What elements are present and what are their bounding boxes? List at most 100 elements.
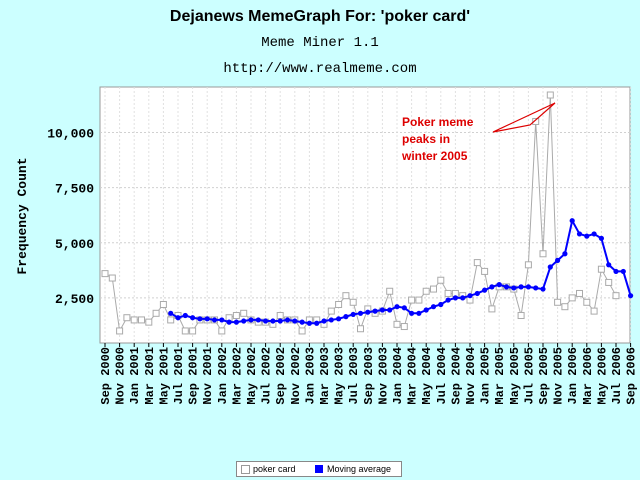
data-point-poker-card [583,298,591,306]
x-tick-label: Jan 2004 [391,347,405,405]
data-point-moving-average [533,285,539,291]
data-point-moving-average [263,318,269,324]
data-point-moving-average [211,317,218,323]
data-point-poker-card [108,274,116,282]
series-line-moving-average [170,217,632,325]
data-point-moving-average [430,304,437,310]
data-point-poker-card [590,307,598,315]
data-point-moving-average [292,318,298,324]
data-point-poker-card [422,287,430,295]
x-tick-label: Jan 2006 [566,347,580,405]
data-point-poker-card [181,327,189,335]
data-point-poker-card [612,292,620,300]
data-point-moving-average [328,317,334,323]
data-point-moving-average [219,317,225,323]
plot-background [99,86,631,344]
data-point-moving-average [438,301,444,308]
x-tick-label: Sep 2005 [537,347,551,405]
x-tick-label: Sep 2001 [187,347,201,405]
data-point-poker-card [576,289,583,297]
chart-title: Dejanews MemeGraph For: 'poker card' [169,8,471,25]
x-tick-label: Jul 2001 [172,347,186,405]
x-tick-label: Nov 2004 [464,347,478,405]
x-tick-label: Mar 2006 [581,347,595,405]
data-point-moving-average [591,231,597,237]
data-point-poker-card [481,267,489,275]
data-point-moving-average [175,315,181,321]
data-point-moving-average [423,307,429,313]
data-point-moving-average [284,317,291,323]
data-point-moving-average [562,251,568,257]
data-point-poker-card [327,307,335,315]
x-tick-label: Jan 2005 [479,347,493,405]
x-tick-label: Mar 2003 [318,347,332,405]
x-tick-label: Mar 2004 [406,347,420,405]
data-point-poker-card [357,325,364,333]
x-tick-label: Sep 2003 [362,347,376,405]
data-point-poker-card [546,91,554,99]
data-point-moving-average [628,293,634,299]
data-point-moving-average [255,317,261,323]
data-point-moving-average [540,286,546,292]
data-point-moving-average [270,318,276,324]
y-tick-label: 7,500 [55,182,94,197]
x-tick-label: Jan 2001 [128,347,142,405]
data-point-moving-average [277,318,283,324]
data-point-moving-average [584,233,590,239]
data-point-moving-average [555,257,561,263]
annotation-text: Poker meme [402,115,474,129]
y-tick-label: 5,000 [55,237,94,252]
data-point-moving-average [357,310,364,316]
data-point-poker-card [597,265,605,273]
x-tick-label: Nov 2002 [289,347,303,405]
annotation: Poker meme peaks in winter 2005 [401,102,556,163]
data-point-moving-average [343,314,349,320]
y-tick-label: 2,500 [55,292,94,307]
data-point-moving-average [248,317,254,323]
data-point-moving-average [306,320,312,326]
data-point-moving-average [197,316,203,322]
data-point-moving-average [598,235,605,241]
data-point-moving-average [379,307,385,313]
data-point-poker-card [298,327,306,335]
x-tick-label: Sep 2006 [625,347,639,405]
data-point-poker-card [145,318,153,326]
data-point-moving-average [547,264,553,270]
annotation-arrow [492,102,556,133]
data-point-poker-card [232,312,240,320]
data-point-poker-card [473,259,481,267]
data-point-poker-card [123,314,131,322]
data-point-moving-average [336,316,342,322]
data-point-moving-average [401,305,407,311]
data-point-poker-card [415,296,423,304]
x-tick-label: Jan 2002 [216,347,230,405]
data-point-poker-card [138,316,145,324]
data-point-poker-card [240,309,248,317]
x-tick-label: Sep 2000 [99,347,113,405]
data-point-moving-average [204,316,210,322]
x-tick-label: May 2004 [420,347,434,405]
data-point-poker-card [159,300,167,308]
data-point-moving-average [168,310,174,316]
data-point-moving-average [233,319,239,325]
data-point-moving-average [314,320,320,326]
x-tick-label: Sep 2002 [274,347,288,405]
data-point-moving-average [387,307,393,313]
data-point-moving-average [606,262,612,268]
data-point-poker-card [400,323,408,331]
data-point-poker-card [437,276,445,284]
data-point-moving-average [496,282,502,288]
x-tick-label: Jan 2003 [303,347,317,405]
data-point-moving-average [409,310,415,316]
x-tick-label: Sep 2004 [449,347,463,405]
data-point-moving-average [511,285,517,291]
legend-swatch-poker-card [241,465,250,474]
annotation-text: peaks in [402,132,450,146]
data-point-poker-card [130,316,138,324]
data-point-poker-card [444,289,452,297]
data-point-poker-card [568,294,576,302]
grid [100,87,632,343]
data-point-moving-average [299,319,305,325]
y-tick-label: 10,000 [47,127,94,142]
